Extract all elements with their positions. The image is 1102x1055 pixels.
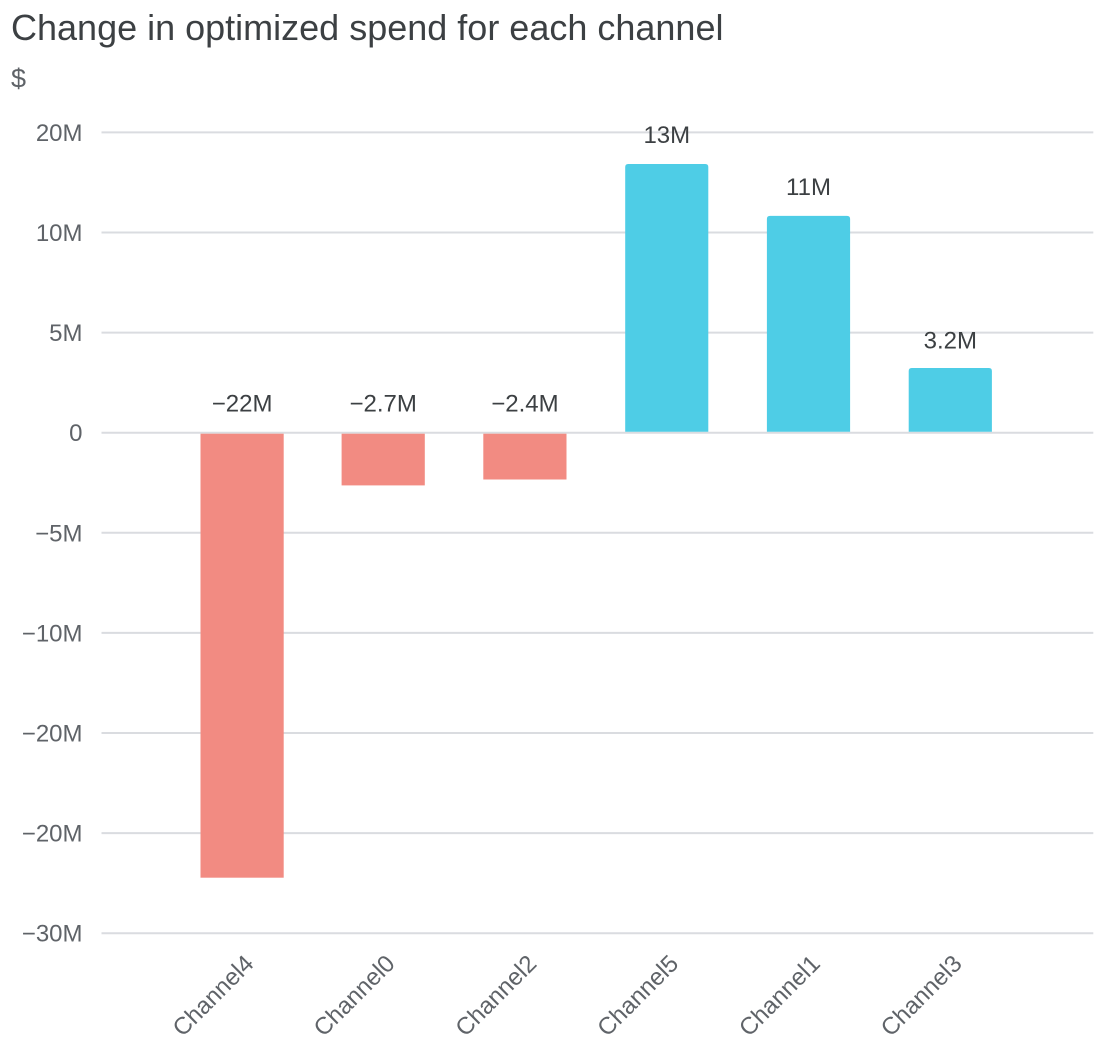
svg-text:5M: 5M <box>49 320 82 347</box>
svg-text:13M: 13M <box>643 122 690 149</box>
svg-text:−2.4M: −2.4M <box>491 391 558 418</box>
svg-text:10M: 10M <box>36 220 83 247</box>
svg-text:$: $ <box>11 64 26 94</box>
svg-text:Change in optimized spend for: Change in optimized spend for each chann… <box>11 7 723 48</box>
svg-text:−2.7M: −2.7M <box>350 391 417 418</box>
svg-text:−30M: −30M <box>22 921 83 948</box>
svg-text:−20M: −20M <box>22 821 83 848</box>
svg-text:−22M: −22M <box>212 391 273 418</box>
svg-text:−20M: −20M <box>22 721 83 748</box>
svg-text:0: 0 <box>69 420 82 447</box>
svg-text:3.2M: 3.2M <box>924 327 977 354</box>
svg-text:−10M: −10M <box>22 620 83 647</box>
svg-text:20M: 20M <box>36 120 83 147</box>
svg-text:11M: 11M <box>786 174 831 201</box>
svg-text:−5M: −5M <box>35 520 82 547</box>
